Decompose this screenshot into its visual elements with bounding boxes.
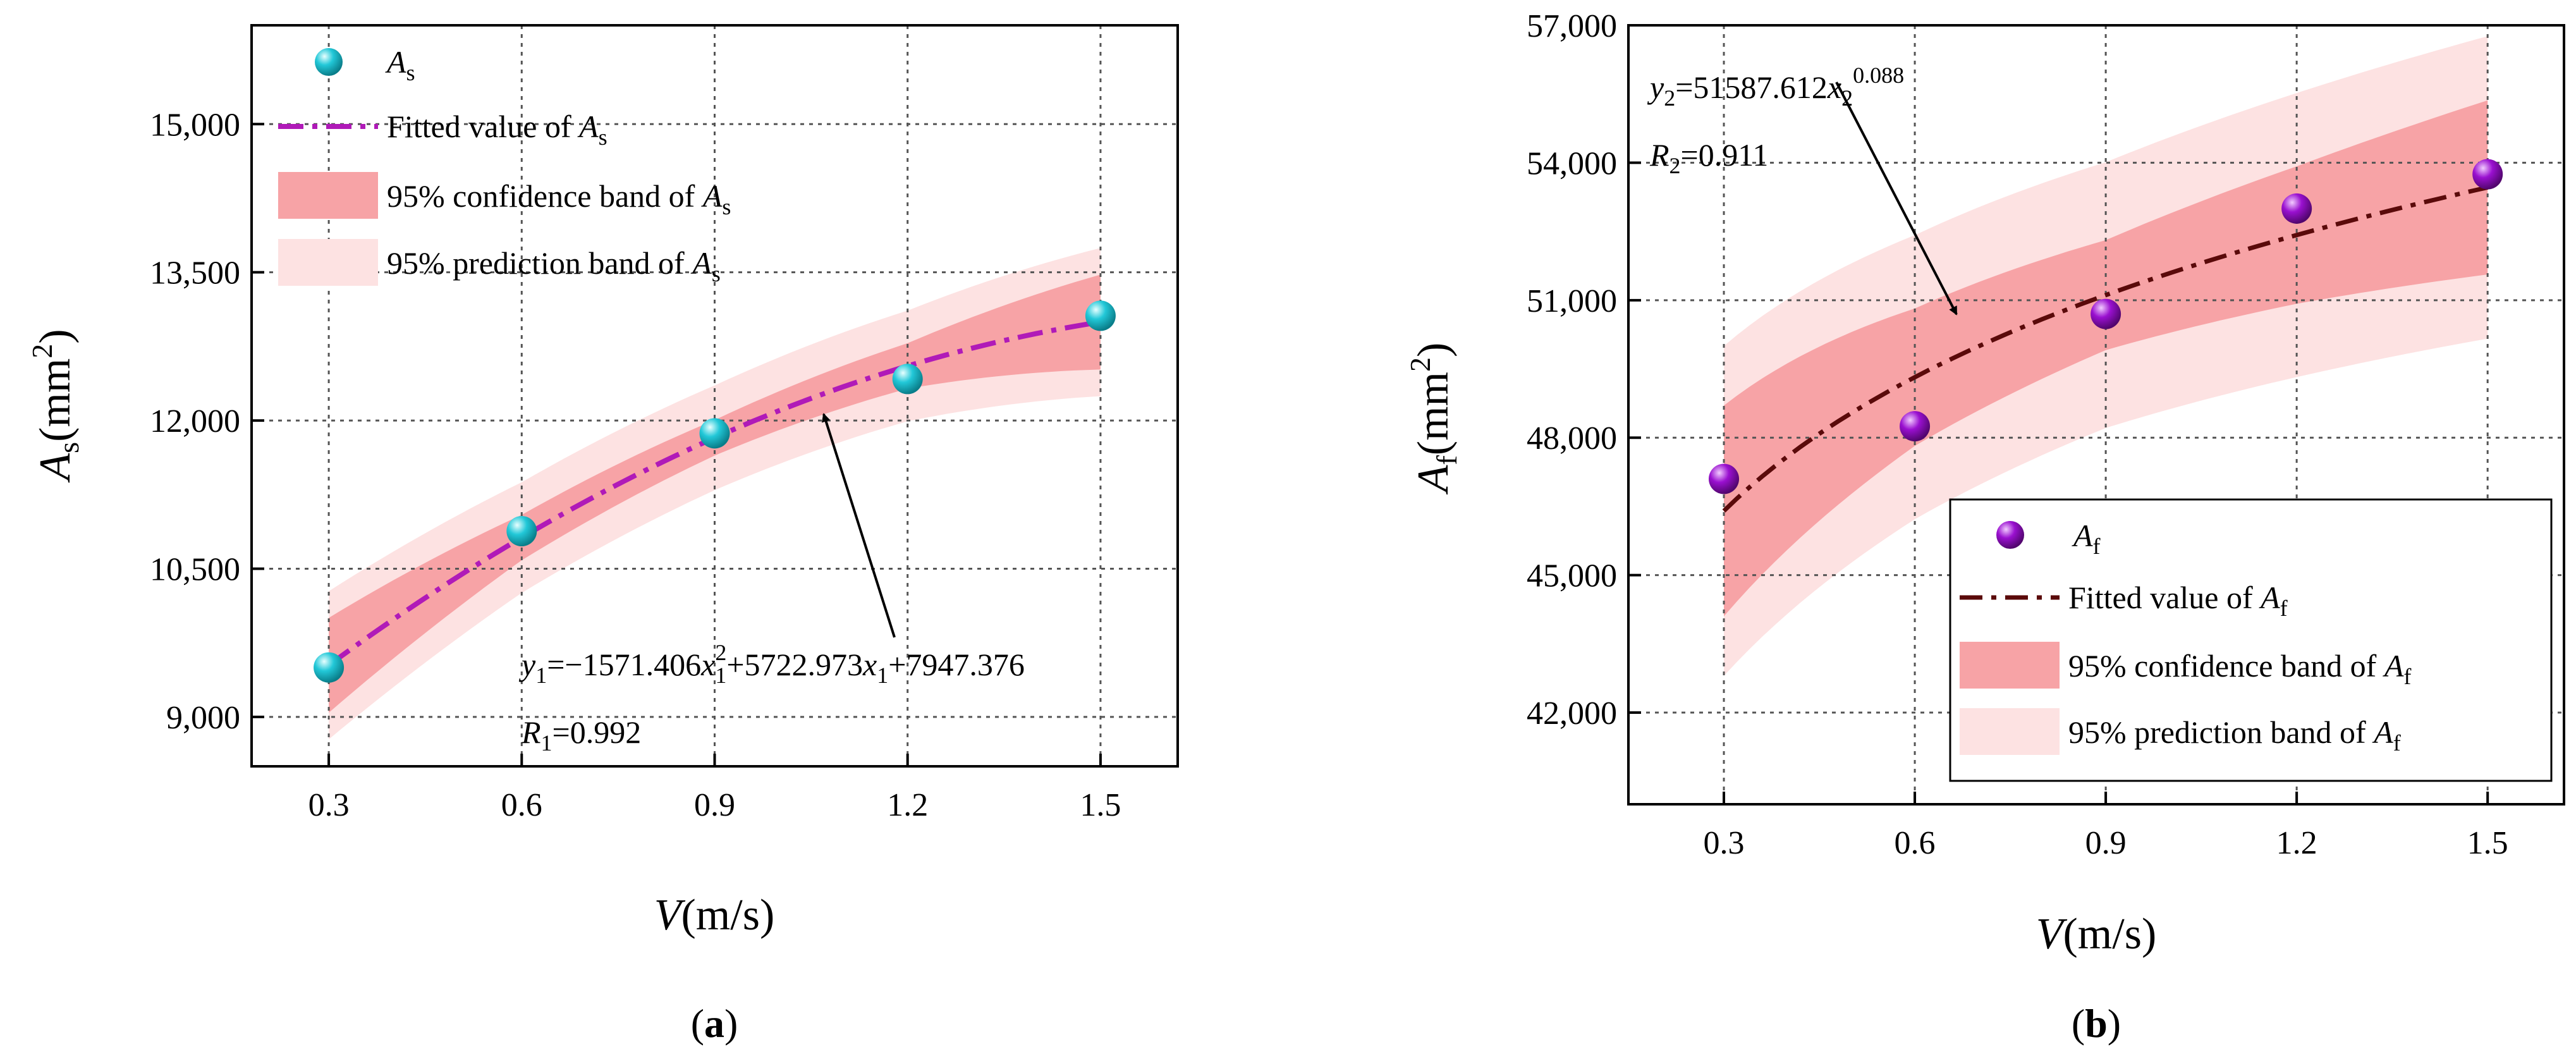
x-tick-label: 0.3 xyxy=(1704,825,1745,861)
data-points-a xyxy=(314,300,1116,683)
y-tick-label: 57,000 xyxy=(1527,8,1617,44)
data-point xyxy=(2281,193,2312,224)
legend-points-label-a: As xyxy=(385,44,415,85)
legend-fit-label-b-main: Fitted value of Af xyxy=(2068,580,2288,621)
annotation-arrow-b xyxy=(1835,82,1958,316)
fit-line-b xyxy=(1722,185,2488,513)
plot-frame-b xyxy=(1627,24,2565,806)
data-point xyxy=(314,652,345,683)
caption-b: (b) xyxy=(2072,1001,2121,1046)
legend-confidence-label-b: 95% confidence band of Af xyxy=(2068,648,2411,689)
legend-point-marker-a xyxy=(315,48,343,76)
legend-point-marker-b xyxy=(1996,521,2024,549)
data-point xyxy=(2091,298,2121,329)
ticks-b xyxy=(1628,24,2489,804)
legend-points-label-b: Af xyxy=(2072,518,2101,559)
legend-prediction-label-a: 95% prediction band of As xyxy=(387,245,721,286)
x-tick-label: 1.2 xyxy=(887,787,928,823)
panel-a: 0.3 0.6 0.9 1.2 1.5 9,000 10,500 12,000 … xyxy=(26,24,1179,1046)
data-point xyxy=(699,418,730,449)
y-tick-label: 48,000 xyxy=(1527,420,1617,457)
x-axis-title-b: V(m/s) xyxy=(2036,910,2157,959)
x-tick-label: 0.9 xyxy=(694,787,735,823)
x-tick-label: 0.3 xyxy=(308,787,350,823)
data-point xyxy=(1900,411,1931,442)
legend-confidence-swatch-a xyxy=(278,172,378,219)
data-point xyxy=(1709,463,1740,494)
y-tick-label: 51,000 xyxy=(1527,283,1617,319)
y-tick-labels-b: 42,000 45,000 48,000 51,000 54,000 57,00… xyxy=(1527,8,1617,732)
legend-confidence-label-a: 95% confidence band of As xyxy=(387,178,731,219)
equation-b: y2=51587.612x20.088 xyxy=(1647,63,1904,111)
y-tick-label: 42,000 xyxy=(1527,696,1617,732)
y-tick-label: 9,000 xyxy=(166,700,240,736)
x-tick-label: 1.2 xyxy=(2276,825,2317,861)
ticks-a xyxy=(252,123,1102,766)
x-axis-title-a: V(m/s) xyxy=(654,891,775,940)
annotation-arrow-a xyxy=(821,413,896,638)
x-tick-label: 1.5 xyxy=(1080,787,1121,823)
data-point xyxy=(2472,159,2503,190)
data-point xyxy=(892,364,923,395)
equation-a: y1=−1571.406x12+5722.973x1+7947.376 xyxy=(518,640,1025,688)
legend-b: Af Fitted value of Af 95% confidence ban… xyxy=(1949,498,2553,782)
r-value-b: R2=0.911 xyxy=(1649,137,1768,178)
x-tick-label: 1.5 xyxy=(2467,825,2508,861)
y-axis-title-b: Af(mm2) xyxy=(1404,343,1463,495)
y-tick-label: 54,000 xyxy=(1527,145,1617,181)
data-point xyxy=(1085,300,1116,331)
r-value-a: R1=0.992 xyxy=(521,714,641,756)
x-tick-label: 0.6 xyxy=(1895,825,1936,861)
legend-fit-label-a: Fitted value of As xyxy=(387,109,607,150)
panel-b: 0.3 0.6 0.9 1.2 1.5 42,000 45,000 48,000… xyxy=(1404,8,2565,1046)
x-tick-label: 0.9 xyxy=(2085,825,2127,861)
y-tick-labels-a: 9,000 10,500 12,000 13,500 15,000 xyxy=(150,107,240,736)
legend-a: As Fitted value of As 95% confidence ban… xyxy=(278,44,731,286)
legend-prediction-label-b: 95% prediction band of Af xyxy=(2068,714,2401,756)
x-tick-label: 0.6 xyxy=(501,787,542,823)
y-axis-title-a: As(mm2) xyxy=(26,329,85,482)
y-tick-label: 12,000 xyxy=(150,403,240,439)
legend-confidence-swatch-b xyxy=(1960,642,2060,689)
data-points-b xyxy=(1709,159,2503,494)
data-point xyxy=(506,516,537,547)
x-tick-labels-a: 0.3 0.6 0.9 1.2 1.5 xyxy=(308,787,1121,823)
caption-a: (a) xyxy=(691,1001,738,1046)
x-tick-labels-b: 0.3 0.6 0.9 1.2 1.5 xyxy=(1704,825,2508,861)
y-tick-label: 45,000 xyxy=(1527,558,1617,594)
y-tick-label: 13,500 xyxy=(150,255,240,291)
legend-prediction-swatch-a xyxy=(278,239,378,286)
legend-prediction-swatch-b xyxy=(1960,708,2060,755)
y-tick-label: 15,000 xyxy=(150,107,240,143)
y-tick-label: 10,500 xyxy=(150,551,240,587)
